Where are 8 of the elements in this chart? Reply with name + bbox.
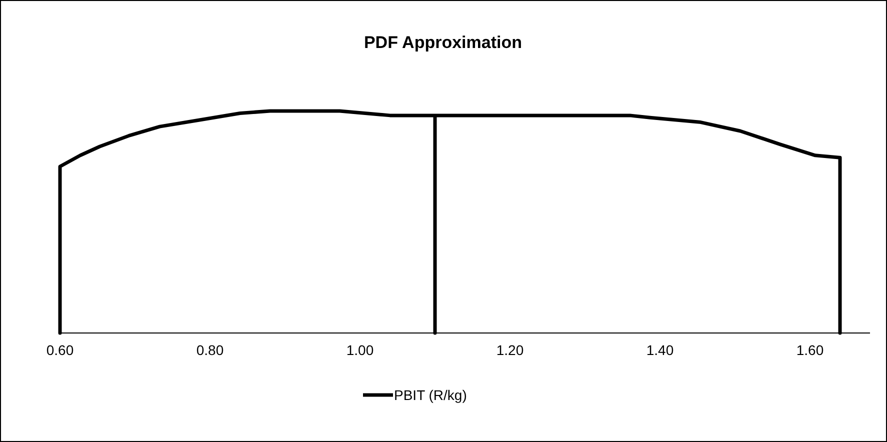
x-tick-label: 1.60 — [796, 342, 824, 358]
chart-title: PDF Approximation — [364, 33, 522, 52]
legend-label: PBIT (R/kg) — [394, 387, 467, 403]
x-tick-label: 0.60 — [46, 342, 74, 358]
x-tick-label: 0.80 — [196, 342, 224, 358]
x-tick-label: 1.20 — [496, 342, 524, 358]
x-tick-label: 1.00 — [346, 342, 374, 358]
x-tick-label: 1.40 — [646, 342, 674, 358]
